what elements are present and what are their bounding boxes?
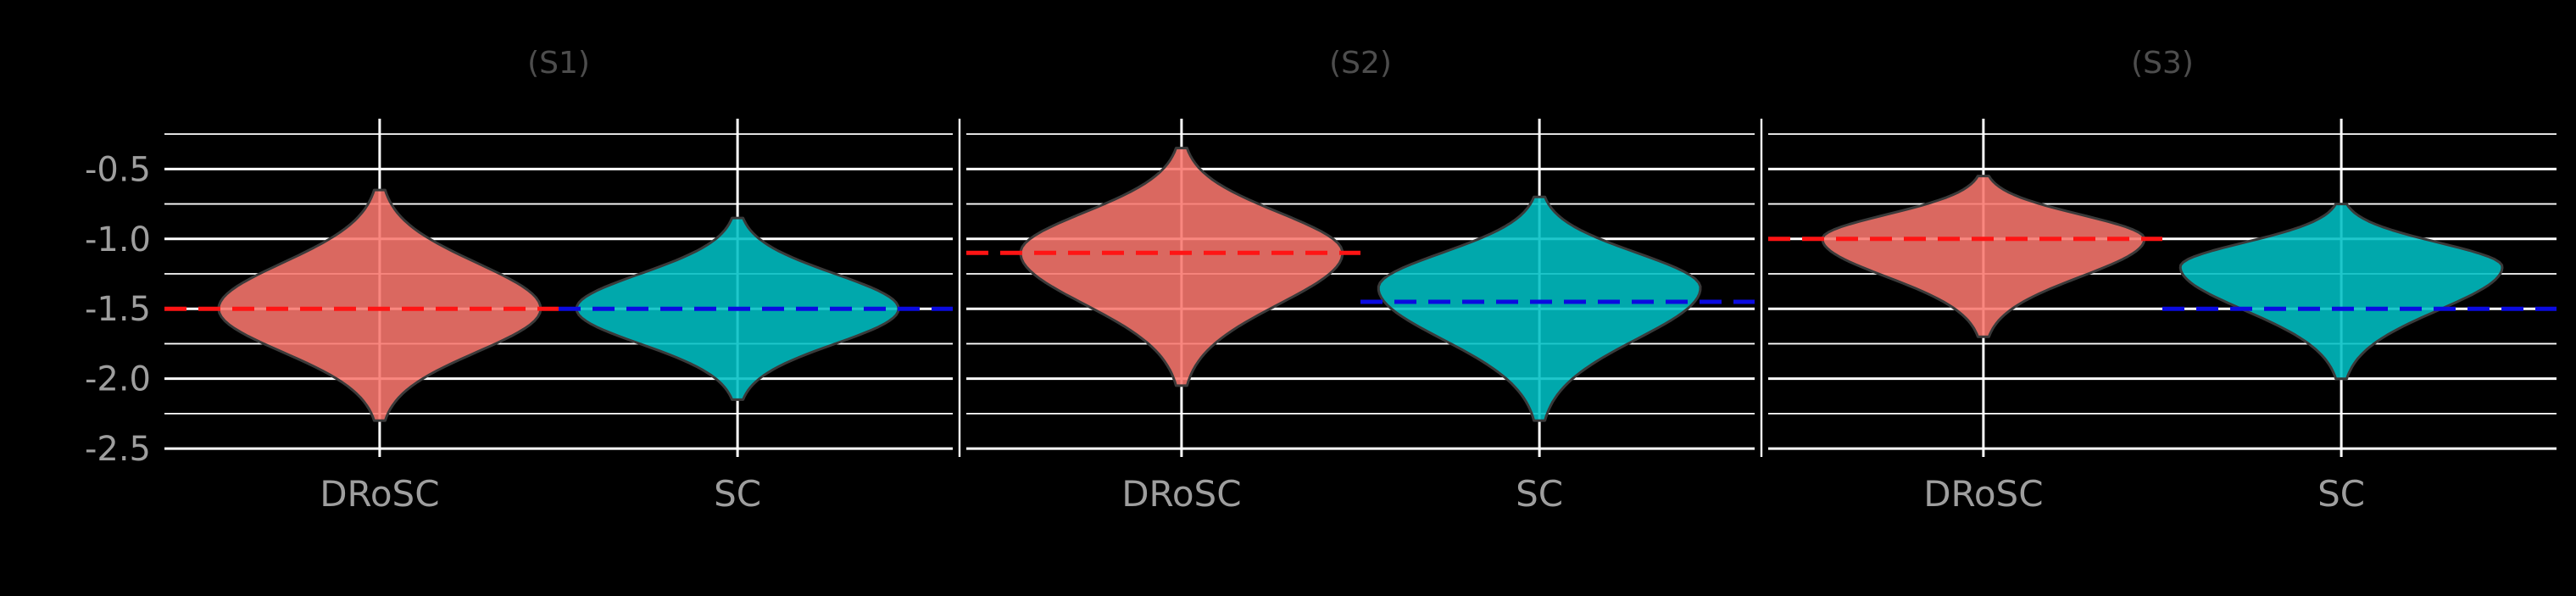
x-tick-label: SC [1516, 473, 1563, 515]
y-tick-label: -2.5 [85, 430, 151, 469]
panel-separators-layer [958, 119, 1763, 457]
x-tick-label: DRoSC [1121, 473, 1241, 515]
facet-title: (S1) [527, 46, 590, 81]
y-tick-label: -0.5 [85, 150, 151, 189]
y-tick-label: -1.5 [85, 290, 151, 329]
violin-sc [2178, 203, 2504, 381]
y-tick-label: -1.0 [85, 220, 151, 259]
facet-title: (S2) [1329, 46, 1392, 81]
x-tick-label: SC [2317, 473, 2365, 515]
facet-titles-layer: (S1) (S2) (S3) [527, 46, 2194, 81]
x-tick-label: SC [714, 473, 761, 515]
facet-title: (S3) [2131, 46, 2194, 81]
y-tick-label: -2.0 [85, 360, 151, 399]
x-tick-label: DRoSC [320, 473, 439, 515]
violin-drosc [1019, 147, 1344, 387]
violin-sc [1377, 195, 1702, 422]
violin-drosc [217, 188, 542, 422]
x-tick-label: DRoSC [1923, 473, 2043, 515]
axis-labels-layer: DRoSC SC DRoSC SC DRoSC SC -0.5 -1.0 -1.5 -2.0 -2.… [85, 150, 2365, 515]
violin-drosc [1821, 175, 2146, 338]
